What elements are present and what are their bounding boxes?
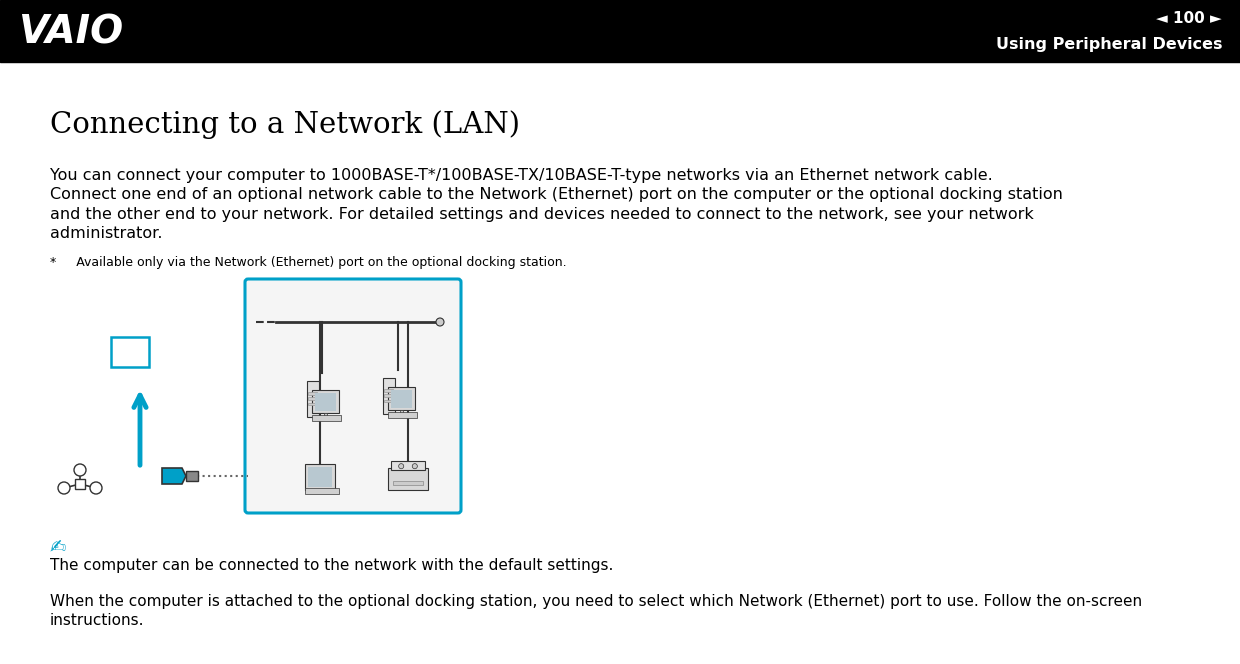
Text: You can connect your computer to 1000BASE-T*/100BASE-TX/10BASE-T-type networks v: You can connect your computer to 1000BAS… [50,168,993,183]
Bar [186,471,198,481]
Bar [306,381,319,417]
Bar [309,397,317,400]
Text: Using Peripheral Devices: Using Peripheral Devices [996,37,1221,52]
Bar [384,394,393,397]
Bar [388,387,415,410]
Text: and the other end to your network. For detailed settings and devices needed to c: and the other end to your network. For d… [50,207,1034,222]
Bar [309,392,317,394]
Text: administrator.: administrator. [50,226,162,242]
Circle shape [58,482,69,494]
Bar [399,410,403,414]
Circle shape [436,318,444,326]
Bar [391,390,412,408]
Bar [315,392,336,411]
Text: ◄ 100 ►: ◄ 100 ► [1156,11,1221,26]
Bar [308,467,332,487]
Bar [0,0,1240,62]
Text: The computer can be connected to the network with the default settings.: The computer can be connected to the net… [50,558,614,573]
Bar [384,400,393,402]
Text: Connect one end of an optional network cable to the Network (Ethernet) port on t: Connect one end of an optional network c… [50,187,1063,203]
Circle shape [412,463,418,469]
Circle shape [74,464,86,476]
Bar [388,412,417,418]
Bar [388,468,428,490]
Bar [393,481,423,485]
Text: *     Available only via the Network (Ethernet) port on the optional docking sta: * Available only via the Network (Ethern… [50,256,567,269]
Circle shape [398,463,404,469]
Text: When the computer is attached to the optional docking station, you need to selec: When the computer is attached to the opt… [50,594,1142,609]
Polygon shape [162,468,186,484]
Bar [312,390,339,414]
Bar [312,415,341,420]
Bar [324,414,327,417]
Bar [382,378,396,414]
Bar [384,389,393,392]
Text: ✍: ✍ [50,538,67,557]
Bar [74,479,86,489]
Bar [112,337,149,367]
Bar [309,402,317,405]
Text: VAIO: VAIO [19,13,123,51]
Bar [305,488,339,494]
Bar [305,464,335,490]
Circle shape [91,482,102,494]
Bar [391,461,425,469]
FancyBboxPatch shape [246,279,461,513]
Text: instructions.: instructions. [50,613,145,628]
Text: Connecting to a Network (LAN): Connecting to a Network (LAN) [50,110,520,139]
